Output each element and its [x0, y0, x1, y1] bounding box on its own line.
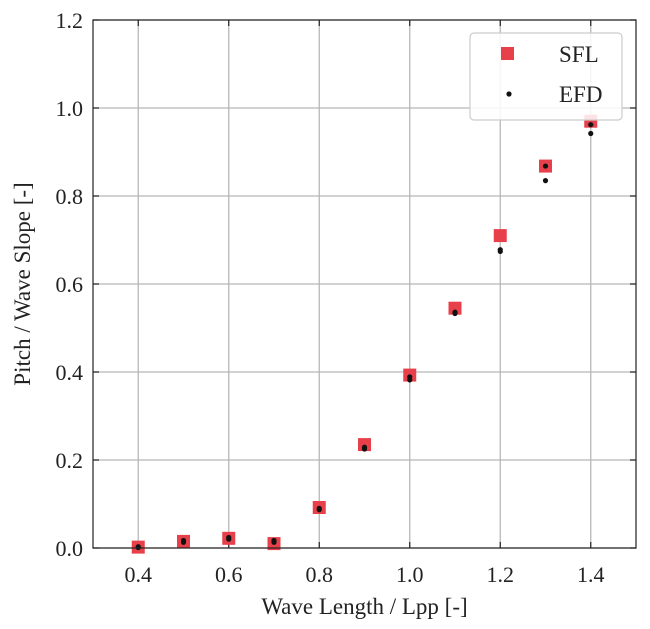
efd-point	[226, 534, 232, 541]
efd-point	[542, 163, 549, 169]
y-tick-label: 1.0	[56, 96, 84, 121]
x-axis-label: Wave Length / Lpp [-]	[261, 594, 467, 619]
y-tick-label: 0.6	[56, 272, 84, 297]
x-tick-label: 0.4	[125, 562, 153, 587]
efd-point	[316, 505, 322, 511]
y-tick-label: 0.2	[56, 448, 84, 473]
efd-point	[361, 444, 368, 450]
x-tick-label: 1.4	[577, 562, 605, 587]
y-tick-label: 0.8	[56, 184, 84, 209]
efd-point	[180, 537, 187, 544]
efd-point	[588, 130, 594, 137]
y-tick-labels: 0.0 0.2 0.4 0.6 0.8 1.0 1.2	[56, 8, 84, 561]
x-tick-label: 0.6	[215, 562, 243, 587]
x-tick-label: 1.0	[396, 562, 424, 587]
efd-point	[588, 122, 594, 128]
sfl-point	[358, 438, 371, 452]
legend-label-efd: EFD	[559, 82, 602, 107]
sfl-point	[493, 229, 507, 243]
x-tick-labels: 0.4 0.6 0.8 1.0 1.2 1.4	[125, 562, 605, 587]
legend-marker-sfl	[501, 47, 514, 60]
x-tick-label: 1.2	[487, 562, 515, 587]
efd-point	[497, 247, 503, 253]
y-tick-label: 1.2	[56, 8, 84, 33]
x-tick-label: 0.8	[306, 562, 334, 587]
efd-point	[271, 537, 277, 544]
y-tick-label: 0.4	[56, 360, 84, 385]
efd-point	[407, 374, 413, 380]
legend-marker-efd	[506, 91, 512, 97]
data-points	[131, 114, 598, 554]
efd-point	[542, 178, 549, 184]
y-axis-label: Pitch / Wave Slope [-]	[10, 182, 35, 385]
efd-point	[452, 309, 458, 315]
legend-label-sfl: SFL	[559, 42, 599, 67]
legend: SFL EFD	[469, 32, 623, 121]
y-tick-label: 0.0	[56, 536, 84, 561]
plot-frame	[92, 19, 637, 549]
sfl-point	[448, 301, 462, 315]
